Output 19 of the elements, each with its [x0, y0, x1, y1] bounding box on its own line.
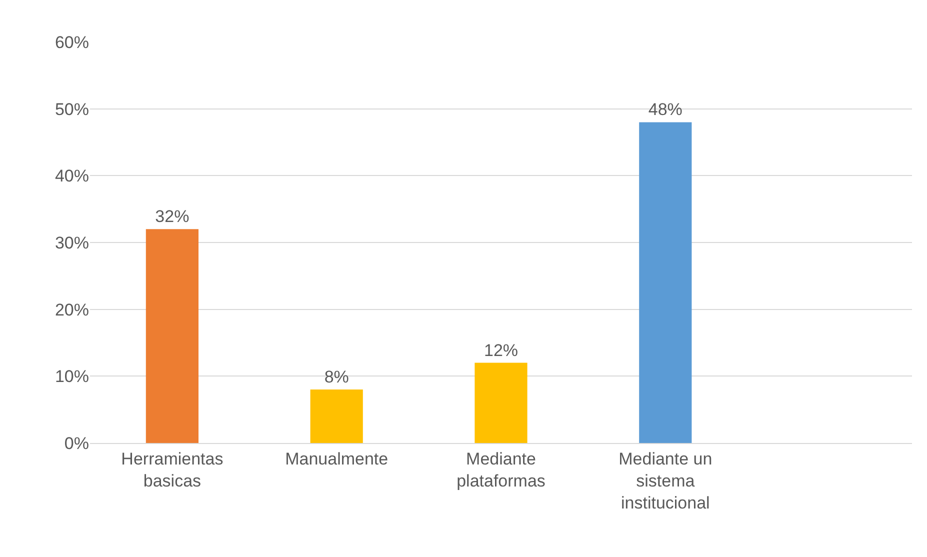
x-tick-label: Herramientas basicas [121, 449, 224, 490]
x-tick-label: Mediante un sistema institucional [618, 449, 712, 513]
bar [146, 229, 198, 443]
data-label: 48% [648, 100, 682, 120]
y-tick-label: 20% [54, 300, 89, 320]
x-tick-label: Manualmente [285, 449, 388, 468]
bar [474, 362, 528, 443]
y-tick-label: 30% [54, 233, 89, 252]
y-tick-label: 10% [54, 367, 89, 386]
y-tick-label: 50% [54, 100, 89, 119]
y-tick-label: 40% [54, 166, 89, 186]
data-label: 12% [484, 340, 518, 360]
bar [639, 122, 692, 443]
x-tick-label: Mediante plataformas [456, 449, 546, 490]
data-label: 8% [324, 368, 349, 387]
y-tick-label: 0% [64, 434, 89, 453]
bar [310, 390, 363, 443]
data-label: 32% [155, 207, 190, 226]
y-tick-label: 60% [54, 32, 89, 52]
